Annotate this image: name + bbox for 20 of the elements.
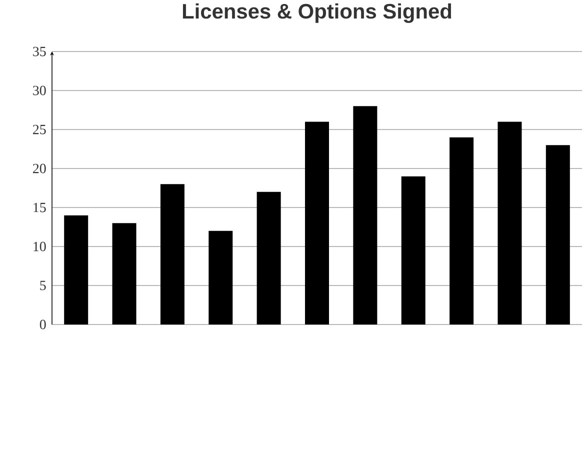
y-tick-label: 15 [34, 203, 46, 212]
bar [353, 106, 378, 325]
y-tick-label: 25 [33, 125, 46, 134]
bar [112, 223, 136, 325]
chart-title: Licenses & Options Signed [182, 4, 452, 24]
bar [401, 176, 426, 325]
bar [305, 122, 330, 325]
bar [160, 184, 184, 325]
y-tick-label: 30 [33, 86, 46, 96]
bar [546, 145, 570, 325]
y-tick-label: 35 [33, 47, 46, 56]
bar [498, 122, 522, 325]
bar [256, 192, 281, 325]
bar [208, 231, 233, 325]
bar [450, 138, 474, 325]
y-tick-label: 5 [40, 281, 46, 290]
y-tick-label: 0 [40, 320, 46, 330]
y-tick-label: 10 [34, 242, 46, 252]
y-tick-label: 20 [33, 164, 46, 174]
bar [64, 216, 88, 325]
